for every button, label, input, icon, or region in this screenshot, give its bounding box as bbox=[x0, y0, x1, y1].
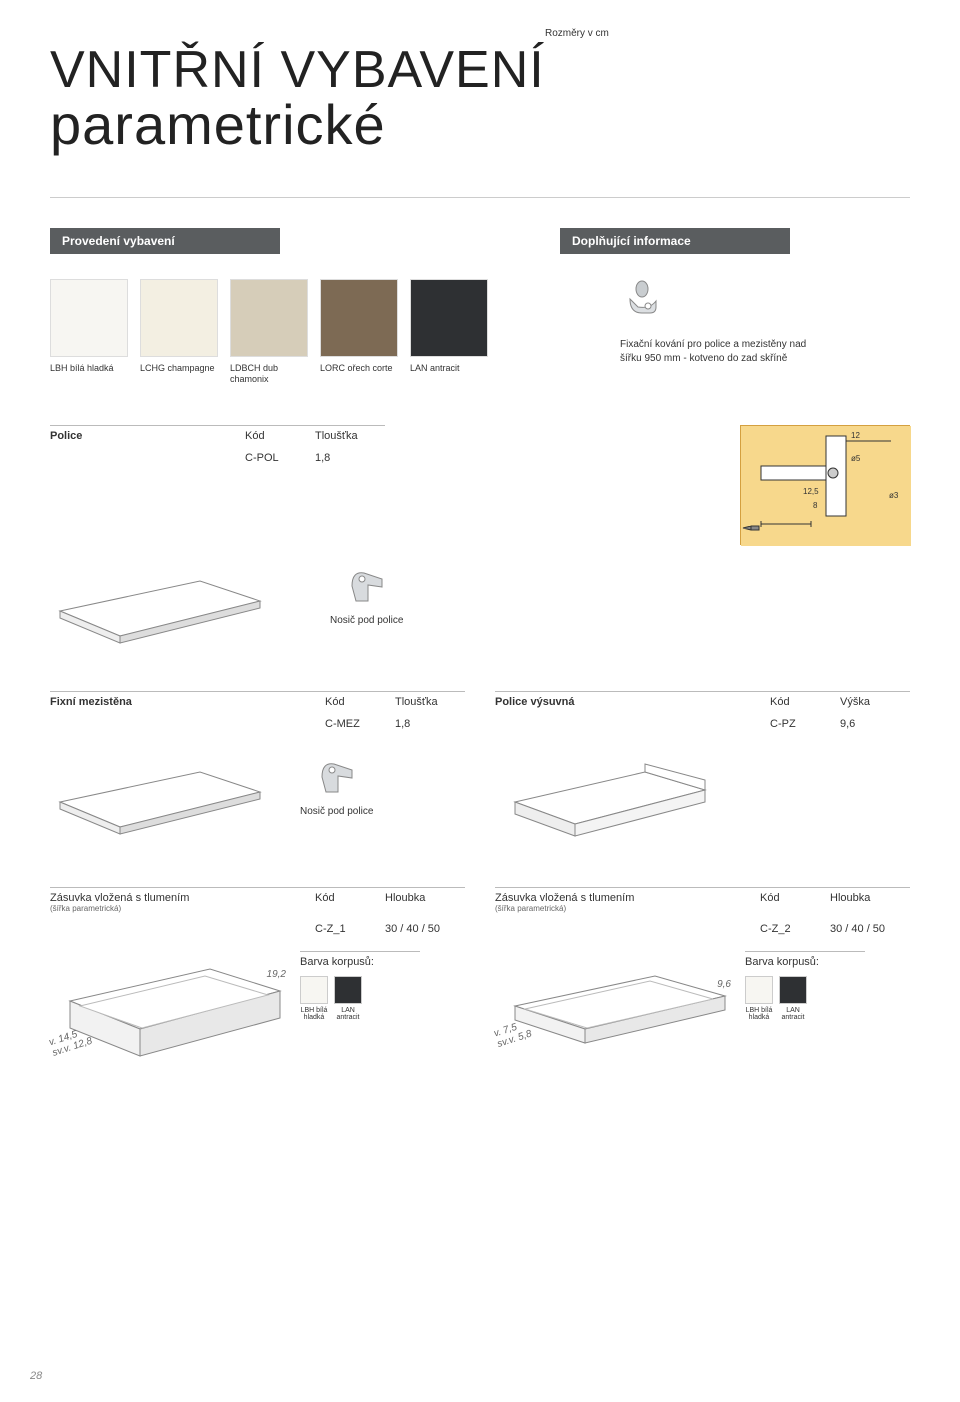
section-header-right: Doplňující informace bbox=[560, 228, 790, 254]
vysuvna-vyska: 9,6 bbox=[840, 716, 910, 732]
zasuvka1-name: Zásuvka vložená s tlumením bbox=[50, 892, 315, 904]
tray-icon bbox=[495, 752, 715, 852]
swatch-row: LBH bílá hladká LCHG champagne LDBCH dub… bbox=[50, 279, 910, 385]
shelf-icon bbox=[50, 752, 270, 852]
zasuvka1-kod: C-Z_1 bbox=[315, 921, 385, 937]
bracket-icon bbox=[620, 279, 664, 323]
barva-chip: LBH bílá hladká bbox=[745, 976, 773, 1022]
swatch-label: LDBCH dub chamonix bbox=[230, 363, 308, 385]
fixacni-text: Fixační kování pro police a mezistěny na… bbox=[620, 338, 820, 366]
zasuvka2-hloubka: 30 / 40 / 50 bbox=[830, 921, 910, 937]
shelf-bracket-icon bbox=[312, 752, 362, 802]
section-header-left: Provedení vybavení bbox=[50, 228, 280, 254]
barva-chip-label: LBH bílá hladká bbox=[300, 1007, 328, 1022]
nosic-label: Nosič pod police bbox=[300, 806, 373, 817]
kod-label: Kód bbox=[325, 691, 395, 712]
zasuvka1-height: 19,2 bbox=[267, 969, 286, 980]
zasuvka2-kod: C-Z_2 bbox=[760, 921, 830, 937]
hloubka-label: Hloubka bbox=[830, 887, 910, 917]
kod-label: Kód bbox=[315, 887, 385, 917]
tloust-label: Tloušťka bbox=[315, 425, 385, 446]
page-title-line2: parametrické bbox=[50, 92, 910, 157]
barva-chip: LBH bílá hladká bbox=[300, 976, 328, 1022]
divider bbox=[50, 197, 910, 198]
dimensions-note: Rozměry v cm bbox=[545, 28, 609, 39]
fixni-tloust: 1,8 bbox=[395, 716, 465, 732]
shelf-bracket-icon bbox=[342, 561, 392, 611]
vyska-label: Výška bbox=[840, 691, 910, 712]
barva-chip-label: LAN antracit bbox=[334, 1007, 362, 1022]
fixni-vysuvna-row: Fixní mezistěna Kód Tloušťka C-MEZ 1,8 bbox=[50, 691, 910, 857]
police-block: Police Kód Tloušťka C-POL 1,8 12 bbox=[50, 425, 910, 661]
svg-text:12,5: 12,5 bbox=[803, 487, 819, 496]
swatch-chip bbox=[140, 279, 218, 357]
kod-label: Kód bbox=[770, 691, 840, 712]
kod-label: Kód bbox=[245, 425, 315, 446]
barva-label: Barva korpusů: bbox=[300, 951, 420, 968]
swatch-lorc: LORC ořech corte bbox=[320, 279, 398, 374]
svg-text:ø3: ø3 bbox=[889, 491, 899, 500]
swatch-chip bbox=[410, 279, 488, 357]
swatch-label: LBH bílá hladká bbox=[50, 363, 128, 374]
fixing-diagram: 12 12,5 8 ø5 ø3 bbox=[740, 425, 910, 545]
vysuvna-kod: C-PZ bbox=[770, 716, 840, 732]
svg-text:ø5: ø5 bbox=[851, 454, 861, 463]
page-number: 28 bbox=[30, 1370, 42, 1382]
zasuvky-row: Zásuvka vložená s tlumením (šířka parame… bbox=[50, 887, 910, 1076]
swatch-label: LAN antracit bbox=[410, 363, 488, 374]
hloubka-label: Hloubka bbox=[385, 887, 465, 917]
zasuvka1-sub: (šířka parametrická) bbox=[50, 904, 315, 913]
zasuvka2-height: 9,6 bbox=[717, 979, 731, 990]
swatch-chip bbox=[320, 279, 398, 357]
swatch-label: LCHG champagne bbox=[140, 363, 218, 374]
barva-chip: LAN antracit bbox=[334, 976, 362, 1022]
barva-chip-label: LAN antracit bbox=[779, 1007, 807, 1022]
fixacni-block: Fixační kování pro police a mezistěny na… bbox=[620, 279, 820, 366]
drawer-low-icon bbox=[495, 951, 735, 1071]
police-name: Police bbox=[50, 425, 245, 446]
swatch-chip bbox=[50, 279, 128, 357]
police-kod: C-POL bbox=[245, 450, 315, 466]
swatch-lbh: LBH bílá hladká bbox=[50, 279, 128, 374]
barva-chip: LAN antracit bbox=[779, 976, 807, 1022]
svg-text:12: 12 bbox=[851, 431, 860, 440]
kod-label: Kód bbox=[760, 887, 830, 917]
swatch-chip bbox=[230, 279, 308, 357]
nosic-label: Nosič pod police bbox=[330, 615, 403, 626]
barva-label: Barva korpusů: bbox=[745, 951, 865, 968]
svg-text:8: 8 bbox=[813, 501, 818, 510]
tloust-label: Tloušťka bbox=[395, 691, 465, 712]
drawer-icon bbox=[50, 951, 290, 1071]
vysuvna-name: Police výsuvná bbox=[495, 691, 770, 712]
zasuvka2-name: Zásuvka vložená s tlumením bbox=[495, 892, 760, 904]
swatch-lchg: LCHG champagne bbox=[140, 279, 218, 374]
swatch-ldbch: LDBCH dub chamonix bbox=[230, 279, 308, 385]
zasuvka2-sub: (šířka parametrická) bbox=[495, 904, 760, 913]
fixni-kod: C-MEZ bbox=[325, 716, 395, 732]
zasuvka1-hloubka: 30 / 40 / 50 bbox=[385, 921, 465, 937]
fixni-name: Fixní mezistěna bbox=[50, 691, 325, 712]
police-tloust: 1,8 bbox=[315, 450, 385, 466]
swatch-lan: LAN antracit bbox=[410, 279, 488, 374]
shelf-icon bbox=[50, 561, 270, 661]
swatch-label: LORC ořech corte bbox=[320, 363, 398, 374]
barva-chip-label: LBH bílá hladká bbox=[745, 1007, 773, 1022]
page-title-line1: VNITŘNÍ VYBAVENÍ bbox=[50, 40, 910, 100]
